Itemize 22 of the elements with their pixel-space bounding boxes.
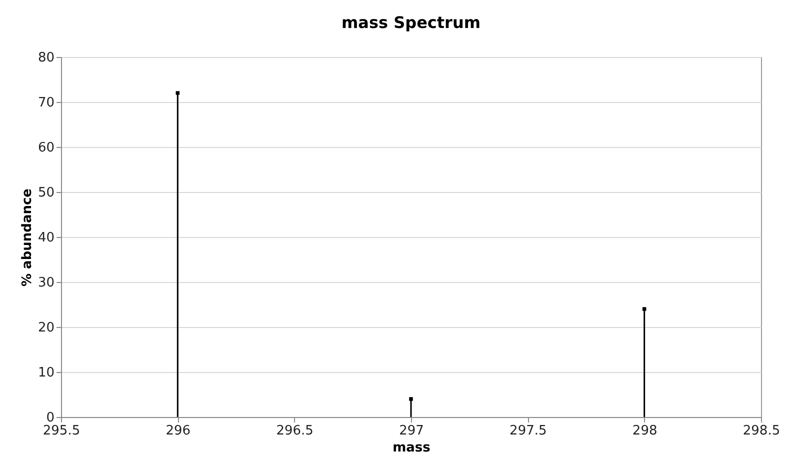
y-tick-label: 40 [38,230,54,246]
x-tick-label: 298 [632,424,658,438]
y-tick-label: 0 [46,410,54,426]
x-tick-label: 298.5 [742,424,780,438]
chart-title: mass Spectrum [342,13,480,32]
x-tick-label: 295.5 [42,424,80,438]
y-tick-label: 70 [38,96,54,110]
y-tick-label: 30 [38,276,54,290]
point [409,397,413,401]
x-tick-label: 297 [399,424,424,438]
x-tick-label: 296.5 [276,424,314,438]
x-axis-title: mass [392,440,431,456]
y-tick-label: 60 [38,140,54,156]
y-tick-label: 10 [38,366,54,380]
y-tick-label: 20 [38,320,54,336]
y-tick-label: 80 [38,50,54,66]
x-tick-label: 296 [166,424,191,438]
y-tick-label: 50 [38,186,54,200]
y-axis-title: % abundance [20,188,35,286]
x-tick-label: 297.5 [510,424,547,438]
point [642,307,646,311]
point [176,91,180,95]
